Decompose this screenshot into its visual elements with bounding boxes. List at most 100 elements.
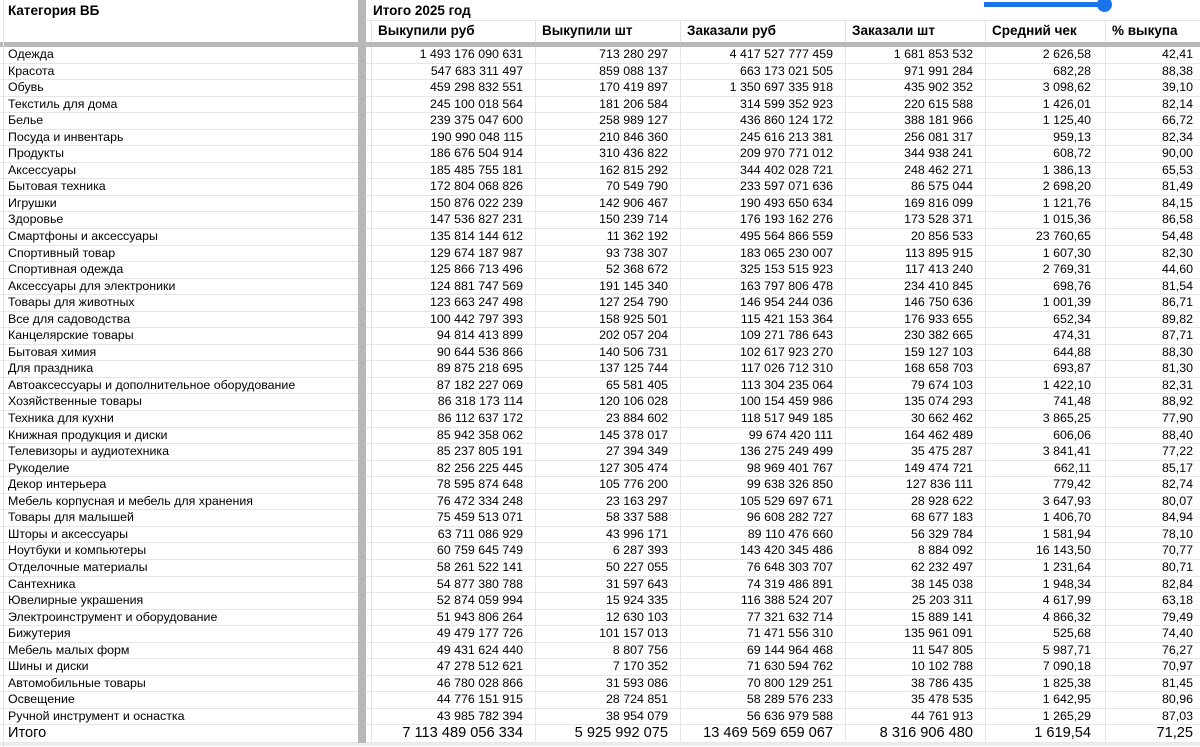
category-cell[interactable]: Бытовая техника (0, 179, 358, 196)
category-cell[interactable]: Посуда и инвентарь (0, 130, 358, 147)
bought-rub-cell[interactable]: 124 881 747 569 (372, 278, 536, 296)
bought-pcs-cell[interactable]: 310 436 822 (536, 146, 681, 163)
bought-rub-cell[interactable]: 90 644 536 866 (372, 344, 536, 362)
clipped-narrow-cell[interactable] (366, 692, 372, 709)
buyout-pct-cell[interactable]: 84,15 (1106, 196, 1200, 213)
table-row[interactable]: Спортивный товар 129 674 187 987 93 738 … (0, 245, 1200, 263)
ordered-rub-cell[interactable]: 71 471 556 310 (681, 626, 846, 643)
buyout-pct-cell[interactable]: 79,49 (1106, 610, 1200, 627)
buyout-pct-cell[interactable]: 81,30 (1106, 361, 1200, 378)
clipped-narrow-cell[interactable] (366, 162, 372, 180)
bought-pcs-cell[interactable]: 65 581 405 (536, 377, 681, 395)
bought-rub-cell[interactable]: 54 877 380 788 (372, 576, 536, 594)
avg-check-cell[interactable]: 7 090,18 (986, 659, 1106, 676)
avg-check-cell[interactable]: 1 406,70 (986, 510, 1106, 527)
avg-check-cell[interactable]: 4 617,99 (986, 593, 1106, 610)
ordered-pcs-cell[interactable]: 344 938 241 (846, 146, 986, 163)
table-row[interactable]: Спортивная одежда 125 866 713 496 52 368… (0, 262, 1200, 279)
avg-check-cell[interactable]: 662,11 (986, 460, 1106, 478)
avg-check-cell[interactable]: 1 231,64 (986, 559, 1106, 577)
buyout-pct-cell[interactable]: 54,48 (1106, 229, 1200, 246)
table-row[interactable]: Одежда 1 493 176 090 631 713 280 297 4 4… (0, 47, 1200, 64)
clipped-narrow-cell[interactable] (366, 212, 372, 230)
table-row[interactable]: Канцелярские товары 94 814 413 899 202 0… (0, 328, 1200, 345)
buyout-pct-cell[interactable]: 81,49 (1106, 179, 1200, 196)
ordered-pcs-cell[interactable]: 15 889 141 (846, 609, 986, 627)
avg-check-cell[interactable]: 1 581,94 (986, 526, 1106, 544)
clipped-narrow-cell[interactable] (366, 526, 372, 544)
total-bought-rub-cell[interactable]: 7 113 489 056 334 (372, 725, 536, 744)
ordered-rub-cell[interactable]: 183 065 230 007 (681, 245, 846, 263)
bought-rub-cell[interactable]: 172 804 068 826 (372, 179, 536, 196)
bought-pcs-cell[interactable]: 859 088 137 (536, 63, 681, 81)
buyout-pct-cell[interactable]: 82,74 (1106, 477, 1200, 494)
bought-pcs-cell[interactable]: 158 925 501 (536, 311, 681, 329)
table-row[interactable]: Электроинструмент и оборудование 51 943 … (0, 609, 1200, 627)
category-cell[interactable]: Продукты (0, 146, 358, 163)
buyout-pct-cell[interactable]: 89,82 (1106, 312, 1200, 329)
ordered-rub-cell[interactable]: 115 421 153 364 (681, 311, 846, 329)
ordered-pcs-cell[interactable]: 164 462 489 (846, 427, 986, 445)
avg-check-cell[interactable]: 682,28 (986, 63, 1106, 81)
column-header-ordered-pcs[interactable]: Заказали шт (846, 21, 986, 42)
table-row[interactable]: Шины и диски 47 278 512 621 7 170 352 71… (0, 659, 1200, 676)
buyout-pct-cell[interactable]: 87,71 (1106, 328, 1200, 345)
avg-check-cell[interactable]: 608,72 (986, 146, 1106, 163)
clipped-narrow-cell[interactable] (366, 460, 372, 478)
avg-check-cell[interactable]: 1 607,30 (986, 245, 1106, 263)
category-cell[interactable]: Рукоделие (0, 461, 358, 478)
ordered-rub-cell[interactable]: 96 608 282 727 (681, 510, 846, 527)
avg-check-cell[interactable]: 525,68 (986, 626, 1106, 643)
bought-rub-cell[interactable]: 46 780 028 866 (372, 675, 536, 693)
clipped-narrow-cell[interactable] (366, 295, 372, 312)
category-cell[interactable]: Одежда (0, 47, 358, 64)
clipped-narrow-cell[interactable] (366, 394, 372, 412)
category-cell[interactable]: Отделочные материалы (0, 560, 358, 577)
buyout-pct-cell[interactable]: 86,71 (1106, 295, 1200, 312)
clipped-narrow-cell[interactable] (366, 328, 372, 345)
clipped-narrow-cell[interactable] (366, 311, 372, 329)
category-cell[interactable]: Мебель малых форм (0, 643, 358, 660)
table-row[interactable]: Автоаксессуары и дополнительное оборудов… (0, 377, 1200, 395)
bought-rub-cell[interactable]: 86 112 637 172 (372, 411, 536, 428)
bought-pcs-cell[interactable]: 202 057 204 (536, 328, 681, 345)
clipped-narrow-cell[interactable] (366, 411, 372, 428)
buyout-pct-cell[interactable]: 88,92 (1106, 394, 1200, 412)
category-cell[interactable]: Техника для кухни (0, 411, 358, 428)
buyout-pct-cell[interactable]: 86,58 (1106, 212, 1200, 230)
bought-rub-cell[interactable]: 85 942 358 062 (372, 427, 536, 445)
bought-pcs-cell[interactable]: 31 593 086 (536, 675, 681, 693)
bought-pcs-cell[interactable]: 70 549 790 (536, 179, 681, 196)
bought-pcs-cell[interactable]: 11 362 192 (536, 229, 681, 246)
category-cell[interactable]: Аксессуары для электроники (0, 279, 358, 296)
ordered-pcs-cell[interactable]: 146 750 636 (846, 295, 986, 312)
avg-check-cell[interactable]: 16 143,50 (986, 543, 1106, 560)
clipped-narrow-cell[interactable] (366, 576, 372, 594)
table-row[interactable]: Игрушки 150 876 022 239 142 906 467 190 … (0, 195, 1200, 213)
clipped-narrow-cell[interactable] (366, 146, 372, 163)
ordered-rub-cell[interactable]: 56 636 979 588 (681, 708, 846, 726)
category-cell[interactable]: Мебель корпусная и мебель для хранения (0, 494, 358, 511)
clipped-narrow-cell[interactable] (366, 493, 372, 511)
bought-rub-cell[interactable]: 190 990 048 115 (372, 129, 536, 147)
ordered-pcs-cell[interactable]: 35 478 535 (846, 692, 986, 709)
bought-pcs-cell[interactable]: 23 163 297 (536, 493, 681, 511)
category-cell[interactable]: Смартфоны и аксессуары (0, 229, 358, 246)
ordered-rub-cell[interactable]: 58 289 576 233 (681, 692, 846, 709)
avg-check-cell[interactable]: 741,48 (986, 394, 1106, 412)
category-cell[interactable]: Белье (0, 113, 358, 130)
table-row[interactable]: Бижутерия 49 479 177 726 101 157 013 71 … (0, 626, 1200, 643)
column-header-buyout-pct[interactable]: % выкупа (1112, 23, 1178, 38)
clipped-narrow-cell[interactable] (366, 96, 372, 114)
buyout-pct-cell[interactable]: 78,10 (1106, 527, 1200, 544)
ordered-pcs-cell[interactable]: 159 127 103 (846, 344, 986, 362)
clipped-narrow-cell[interactable] (366, 179, 372, 196)
bought-pcs-cell[interactable]: 210 846 360 (536, 129, 681, 147)
ordered-pcs-cell[interactable]: 435 902 352 (846, 80, 986, 97)
buyout-pct-cell[interactable]: 74,40 (1106, 626, 1200, 643)
avg-check-cell[interactable]: 4 866,32 (986, 609, 1106, 627)
table-row[interactable]: Аксессуары для электроники 124 881 747 5… (0, 278, 1200, 296)
buyout-pct-cell[interactable]: 81,45 (1106, 676, 1200, 693)
total-avg-check-cell[interactable]: 1 619,54 (986, 725, 1106, 744)
bought-pcs-cell[interactable]: 145 378 017 (536, 427, 681, 445)
